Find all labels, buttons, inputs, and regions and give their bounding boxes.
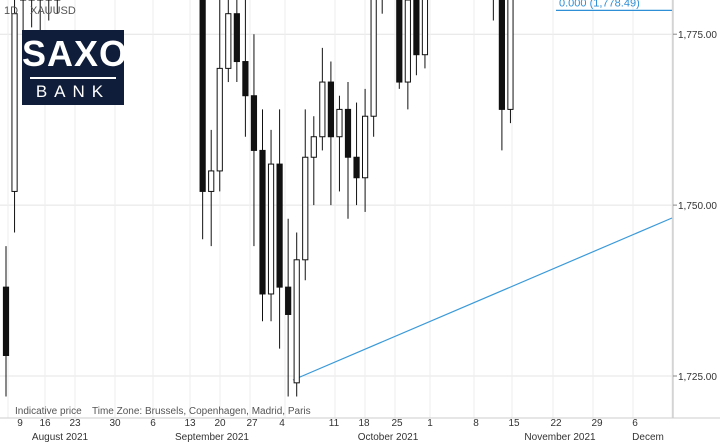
x-tick-label: 6 bbox=[632, 418, 638, 429]
indicative-price-note: Indicative price bbox=[15, 406, 82, 417]
candle-body bbox=[225, 13, 232, 69]
candle-body bbox=[242, 61, 249, 97]
logo-line-2: BANK bbox=[35, 82, 111, 101]
candle-body bbox=[250, 95, 258, 151]
candle-body bbox=[344, 108, 352, 158]
x-tick-label: 11 bbox=[329, 418, 340, 429]
candle-body bbox=[310, 136, 317, 158]
x-tick-label: 4 bbox=[279, 418, 285, 429]
x-month-label: Decem bbox=[632, 432, 664, 443]
x-tick-label: 16 bbox=[39, 418, 51, 429]
candle-body bbox=[208, 170, 215, 192]
candle-body bbox=[216, 67, 223, 172]
saxo-bank-logo: SAXO BANK bbox=[22, 30, 129, 105]
x-tick-label: 22 bbox=[550, 418, 562, 429]
x-month-label: October 2021 bbox=[358, 432, 419, 443]
candle-body bbox=[353, 156, 360, 179]
y-tick-label: 1,775.00 bbox=[678, 30, 717, 41]
x-tick-label: 30 bbox=[109, 418, 121, 429]
fib-label: 0.000 (1,778.49) bbox=[559, 0, 640, 9]
y-tick-label: 1,725.00 bbox=[678, 372, 717, 383]
candle-body bbox=[362, 115, 369, 179]
candle-body bbox=[293, 259, 300, 384]
candle-body bbox=[285, 286, 292, 315]
candle-body bbox=[396, 0, 403, 83]
x-month-label: November 2021 bbox=[524, 432, 596, 443]
x-tick-label: 27 bbox=[246, 418, 258, 429]
candle-body bbox=[370, 0, 377, 117]
x-month-label: September 2021 bbox=[175, 432, 249, 443]
x-month-label: August 2021 bbox=[32, 432, 89, 443]
x-tick-label: 1 bbox=[427, 418, 433, 429]
x-tick-label: 25 bbox=[391, 418, 403, 429]
candle-body bbox=[233, 13, 240, 63]
x-tick-label: 13 bbox=[184, 418, 196, 429]
candle-body bbox=[267, 163, 275, 295]
candle-body bbox=[319, 81, 326, 138]
x-tick-label: 29 bbox=[591, 418, 603, 429]
logo-divider bbox=[30, 77, 116, 79]
timezone-note: Time Zone: Brussels, Copenhagen, Madrid,… bbox=[92, 406, 311, 417]
timeframe-label: 1D bbox=[4, 5, 18, 17]
candle-body bbox=[199, 0, 206, 192]
logo-line-1: SAXO bbox=[22, 33, 129, 74]
candle-body bbox=[2, 286, 10, 356]
x-tick-label: 15 bbox=[508, 418, 520, 429]
candle-body bbox=[327, 81, 334, 138]
x-tick-label: 23 bbox=[69, 418, 81, 429]
candle-body bbox=[302, 156, 309, 261]
candle-body bbox=[11, 13, 18, 192]
candle-body bbox=[413, 0, 420, 56]
symbol-label: XAUUSD bbox=[30, 5, 76, 17]
support-trendline bbox=[292, 217, 673, 381]
y-tick-label: 1,750.00 bbox=[678, 201, 717, 212]
x-tick-label: 6 bbox=[150, 418, 156, 429]
x-tick-label: 18 bbox=[358, 418, 370, 429]
candle-body bbox=[336, 108, 343, 138]
candle-body bbox=[259, 149, 266, 295]
candle-body bbox=[498, 0, 505, 110]
candle-body bbox=[507, 0, 514, 110]
candle-body bbox=[421, 0, 429, 56]
x-tick-label: 8 bbox=[473, 418, 479, 429]
x-tick-label: 20 bbox=[214, 418, 226, 429]
x-tick-label: 9 bbox=[17, 418, 23, 429]
candle-body bbox=[276, 163, 283, 288]
candle-body bbox=[404, 0, 411, 83]
